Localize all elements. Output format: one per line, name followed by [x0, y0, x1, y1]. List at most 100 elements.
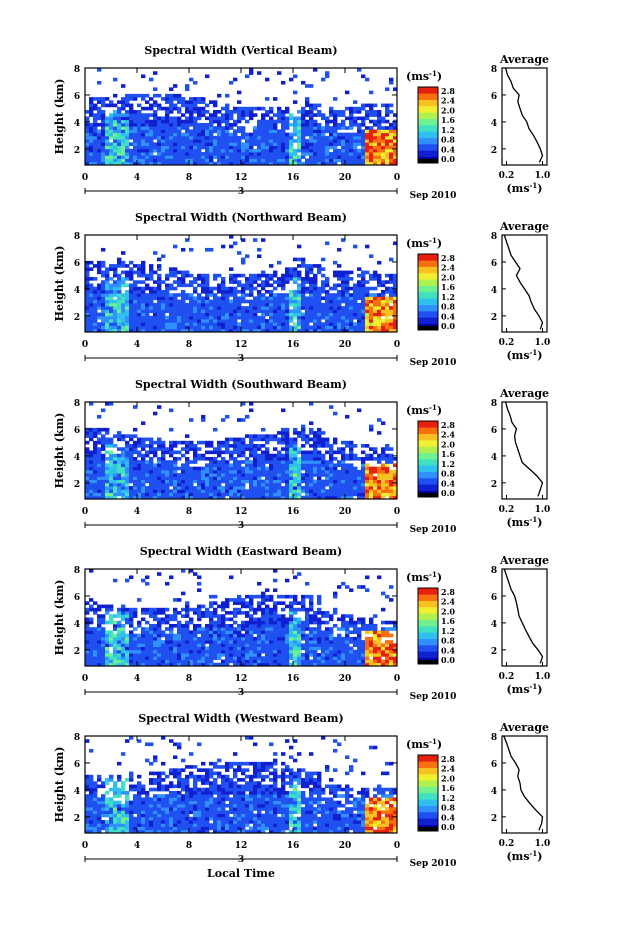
avg-y-tick-label: 4 [491, 119, 497, 129]
heatmap-cell [157, 489, 162, 493]
heatmap-cell [141, 492, 146, 497]
heatmap-cell [277, 463, 282, 468]
heatmap-cell [97, 312, 102, 317]
heatmap-cell [317, 486, 322, 490]
heatmap-cell [381, 135, 386, 140]
heatmap-cell [269, 495, 274, 500]
heatmap-cell [277, 283, 282, 288]
heatmap-cell [301, 431, 306, 435]
heatmap-cell [305, 299, 310, 304]
heatmap-cell [181, 280, 186, 284]
heatmap-cell [113, 132, 118, 137]
heatmap-cell [213, 486, 218, 490]
heatmap-cell [309, 486, 314, 490]
heatmap-cell [301, 460, 306, 464]
heatmap-cell [313, 264, 318, 268]
heatmap-cell [289, 328, 294, 333]
heatmap-cell [145, 277, 150, 281]
heatmap-cell [101, 437, 106, 442]
heatmap-cell [233, 437, 238, 442]
heatmap-cell [153, 630, 158, 635]
heatmap-cell [85, 322, 90, 326]
heatmap-cell [197, 636, 202, 641]
heatmap-cell [349, 155, 354, 159]
day-label: 3 [238, 354, 244, 364]
heatmap-cell [169, 614, 174, 618]
heatmap-cell [221, 469, 226, 474]
heatmap-cell [221, 116, 226, 121]
heatmap-cell [357, 469, 362, 474]
heatmap-cell [193, 306, 198, 310]
heatmap-cell [221, 440, 226, 445]
heatmap-cell [253, 456, 258, 461]
heatmap-cell [165, 636, 170, 641]
heatmap-cell [257, 325, 262, 330]
heatmap-cell [349, 139, 354, 143]
heatmap-cell [169, 155, 174, 159]
heatmap-cell [245, 623, 250, 628]
heatmap-cell [137, 139, 142, 143]
heatmap-cell [177, 142, 182, 146]
heatmap-cell [237, 469, 242, 474]
heatmap-cell [109, 119, 114, 124]
heatmap-cell [109, 145, 114, 150]
heatmap-cell [349, 299, 354, 304]
heatmap-cell [241, 437, 246, 442]
heatmap-cell [97, 289, 102, 294]
heatmap-cell [201, 611, 206, 615]
heatmap-cell [349, 466, 354, 471]
heatmap-cell [281, 328, 286, 333]
heatmap-cell [117, 653, 122, 657]
heatmap-cell [161, 325, 166, 330]
heatmap-cell [289, 476, 294, 480]
heatmap-cell [213, 325, 218, 330]
heatmap-cell [189, 119, 194, 124]
heatmap-cell [93, 453, 98, 458]
heatmap-cell [269, 132, 274, 137]
heatmap-cell [265, 476, 270, 480]
heatmap-cell [229, 643, 234, 647]
heatmap-cell [229, 575, 234, 580]
heatmap-cell [229, 148, 234, 153]
heatmap-cell [117, 630, 122, 635]
colorbar-swatch [418, 433, 438, 441]
heatmap-cell [321, 466, 326, 471]
colorbar-swatch [418, 421, 438, 428]
y-axis-label: Height (km) [53, 79, 66, 155]
heatmap-cell [209, 623, 214, 628]
heatmap-cell [393, 152, 398, 156]
heatmap-cell [233, 77, 238, 82]
heatmap-cell [233, 460, 238, 464]
heatmap-cell [161, 306, 166, 310]
heatmap-cell [193, 110, 198, 114]
heatmap-cell [129, 649, 134, 654]
heatmap-cell [161, 444, 166, 448]
heatmap-cell [317, 148, 322, 153]
heatmap-cell [213, 277, 218, 281]
heatmap-cell [161, 659, 166, 664]
heatmap-cell [229, 267, 234, 271]
heatmap-cell [137, 649, 142, 654]
heatmap-cell [205, 155, 210, 159]
heatmap-cell [345, 148, 350, 153]
average-unit: (ms-1) [506, 515, 542, 529]
heatmap-cell [197, 158, 202, 163]
heatmap-cell [113, 640, 118, 644]
heatmap-cell [257, 132, 262, 137]
heatmap-cell [193, 611, 198, 615]
heatmap-cell [153, 103, 158, 108]
heatmap-cell [289, 492, 294, 497]
heatmap-cell [317, 469, 322, 474]
heatmap-cell [261, 306, 266, 310]
heatmap-cell [93, 139, 98, 143]
heatmap-cell [217, 649, 222, 654]
heatmap-cell [317, 296, 322, 301]
heatmap-cell [209, 594, 214, 599]
heatmap-cell [353, 293, 358, 297]
heatmap-cell [185, 135, 190, 140]
heatmap-cell [241, 598, 246, 602]
heatmap-cell [189, 649, 194, 654]
heatmap-cell [125, 277, 130, 281]
heatmap-cell [245, 636, 250, 641]
heatmap-cell [169, 87, 174, 92]
